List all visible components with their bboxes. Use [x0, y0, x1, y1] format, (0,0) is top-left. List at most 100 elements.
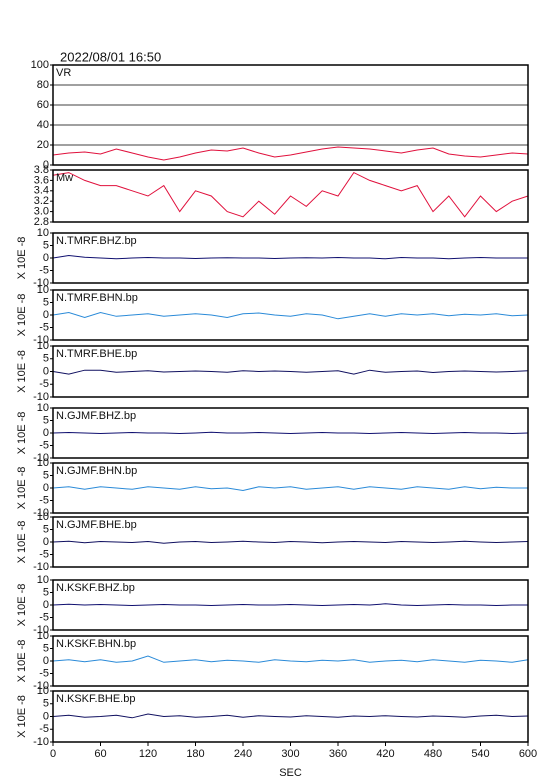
y-tick-label: -5 [39, 667, 49, 679]
trace [52, 311, 529, 320]
y-axis-label: X 10E -8 [16, 237, 28, 280]
y-tick-label: -5 [39, 264, 49, 276]
trace [52, 486, 528, 492]
y-tick-label: 0 [43, 536, 49, 548]
y-tick-label: 80 [37, 79, 49, 91]
y-tick-label: 5 [43, 469, 49, 481]
y-tick-label: 5 [43, 642, 49, 654]
y-tick-label: 5 [43, 523, 49, 535]
x-tick-label: 540 [471, 748, 489, 760]
y-tick-label: 5 [43, 414, 49, 426]
y-tick-label: 10 [37, 685, 49, 697]
y-tick-label: -5 [39, 548, 49, 560]
y-tick-label: 0 [43, 482, 49, 494]
y-tick-label: 10 [37, 630, 49, 642]
y-axis-label: X 10E -8 [16, 467, 28, 510]
panel-frame [52, 169, 529, 223]
y-tick-label: -10 [33, 391, 49, 403]
panel-title: N.TMRF.BHE.bp [56, 348, 137, 360]
y-tick-label: -10 [33, 624, 49, 636]
x-tick-label: 240 [234, 748, 252, 760]
y-tick-label: 0 [43, 655, 49, 667]
y-tick-label: 0 [43, 159, 49, 171]
y-axis-label: X 10E -8 [16, 640, 28, 683]
y-tick-label: -10 [33, 680, 49, 692]
y-tick-label: -10 [33, 507, 49, 519]
y-axis-label: X 10E -8 [16, 695, 28, 738]
y-tick-label: -10 [33, 334, 49, 346]
trace [52, 146, 529, 161]
y-tick-label: 0 [43, 252, 49, 264]
y-tick-label: 5 [43, 239, 49, 251]
x-tick-label: 60 [94, 748, 106, 760]
y-tick-label: 3.4 [34, 185, 49, 197]
y-tick-label: 3.8 [34, 164, 49, 176]
x-tick-label: 120 [139, 748, 157, 760]
trace [52, 369, 529, 375]
y-tick-label: 10 [37, 574, 49, 586]
x-tick-label: 300 [281, 748, 299, 760]
trace [52, 540, 529, 544]
y-tick-label: 5 [43, 353, 49, 365]
y-tick-label: -5 [39, 723, 49, 735]
x-tick-label: 0 [50, 748, 56, 760]
trace [52, 603, 528, 607]
y-tick-label: 2.8 [34, 216, 49, 228]
panel-frame [52, 635, 529, 687]
y-tick-label: 3.2 [34, 195, 49, 207]
panel-title: N.KSKF.BHE.bp [56, 693, 135, 705]
y-tick-label: 5 [43, 586, 49, 598]
x-tick-label: 360 [329, 748, 347, 760]
y-tick-label: 10 [37, 227, 49, 239]
y-tick-label: 10 [37, 511, 49, 523]
trace [52, 254, 528, 260]
panel-frame [52, 289, 529, 341]
y-axis-label: X 10E -8 [16, 412, 28, 455]
y-tick-label: 0 [43, 365, 49, 377]
x-tick-label: 180 [186, 748, 204, 760]
trace [52, 171, 529, 218]
y-tick-label: 10 [37, 284, 49, 296]
x-tick-label: 420 [376, 748, 394, 760]
panel-title: N.KSKF.BHZ.bp [56, 582, 135, 594]
y-tick-label: -10 [33, 452, 49, 464]
y-tick-label: 10 [37, 402, 49, 414]
y-tick-label: -5 [39, 439, 49, 451]
panel-frame [52, 345, 529, 398]
y-tick-label: 3.0 [34, 206, 49, 218]
panel-frame [52, 64, 529, 166]
y-tick-label: -5 [39, 611, 49, 623]
y-tick-label: -10 [33, 277, 49, 289]
y-axis-label: X 10E -8 [16, 584, 28, 627]
y-tick-label: 10 [37, 457, 49, 469]
y-axis-label: X 10E -8 [16, 521, 28, 564]
y-tick-label: -10 [33, 736, 49, 748]
x-tick-label: 480 [424, 748, 442, 760]
trace [52, 655, 529, 663]
y-tick-label: 100 [31, 59, 49, 71]
trace [52, 431, 529, 435]
panel-title: N.GJMF.BHN.bp [56, 465, 137, 477]
y-tick-label: -5 [39, 321, 49, 333]
y-tick-label: -5 [39, 378, 49, 390]
y-tick-label: 0 [43, 710, 49, 722]
y-tick-label: 10 [37, 340, 49, 352]
y-tick-label: 60 [37, 99, 49, 111]
page-title: 2022/08/01 16:50 [60, 49, 161, 64]
panel-frame [52, 579, 529, 631]
y-tick-label: -10 [33, 561, 49, 573]
x-axis-label: SEC [279, 767, 302, 779]
trace [52, 713, 529, 719]
panel-title: N.TMRF.BHN.bp [56, 292, 138, 304]
y-tick-label: 0 [43, 309, 49, 321]
panel-frame [52, 516, 529, 568]
panel-frame [52, 407, 529, 459]
y-tick-label: -5 [39, 494, 49, 506]
y-tick-label: 0 [43, 427, 49, 439]
y-tick-label: 3.6 [34, 174, 49, 186]
y-tick-label: 5 [43, 698, 49, 710]
panel-title: N.GJMF.BHZ.bp [56, 410, 136, 422]
y-tick-label: 5 [43, 296, 49, 308]
y-tick-label: 40 [37, 119, 49, 131]
